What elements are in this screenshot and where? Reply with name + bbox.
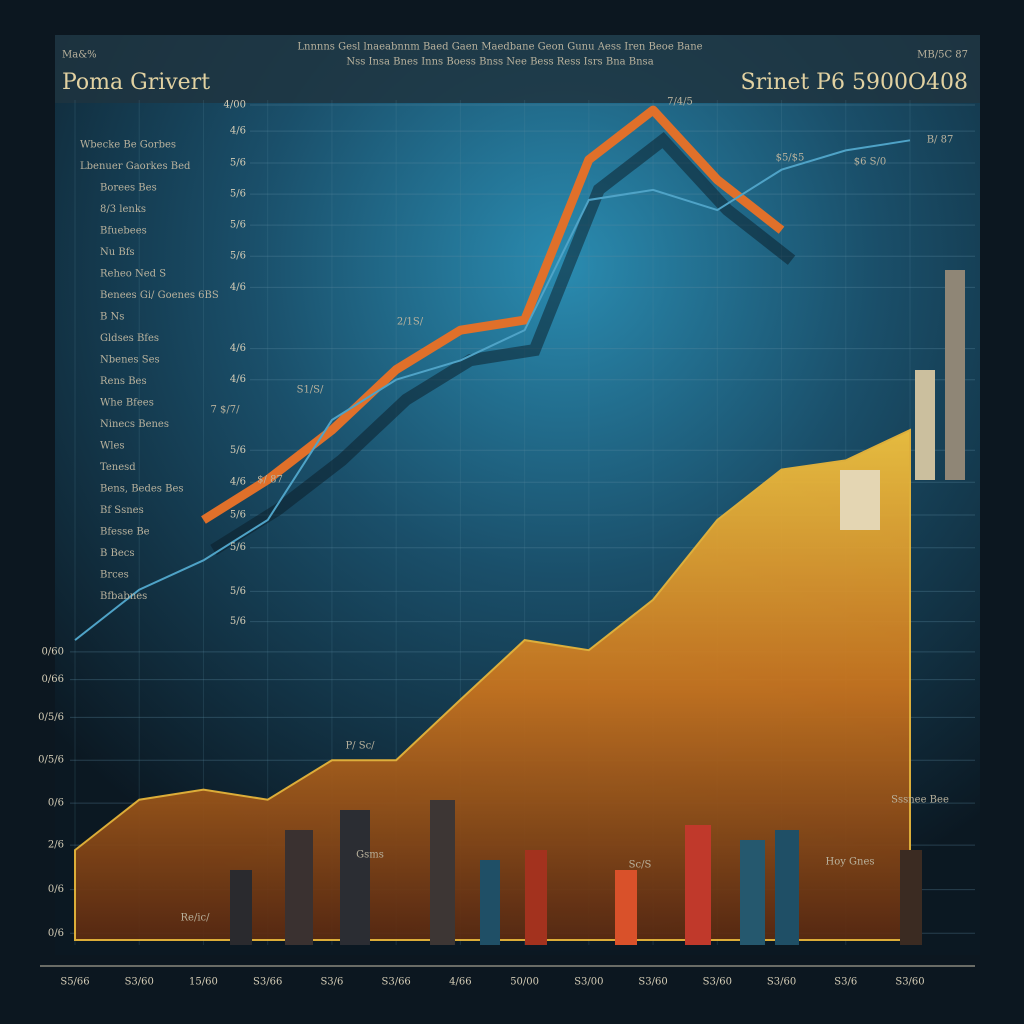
legend-text: Reheo Ned S: [100, 269, 166, 280]
y-tick-label: 0/6: [48, 928, 64, 939]
legend-text: Brces: [100, 570, 129, 581]
legend-text: Bf Ssnes: [100, 505, 144, 516]
legend-text: Wles: [100, 441, 125, 452]
legend-text: Ninecs Benes: [100, 419, 169, 430]
x-tick-label: S3/60: [125, 977, 154, 988]
y-tick-label: 5/6: [230, 158, 246, 169]
legend-text: Bfbabnes: [100, 591, 147, 602]
y-tick-label: 4/6: [230, 126, 246, 137]
y-tick-label: 5/6: [230, 445, 246, 456]
legend-text: Wbecke Be Gorbes: [80, 140, 176, 151]
y-tick-label: 4/6: [230, 282, 246, 293]
header-bar: [55, 35, 980, 103]
header-right-small: MB/5C 87: [917, 50, 968, 61]
annotation: Hoy Gnes: [825, 857, 874, 868]
annotation: $/ 87: [257, 475, 283, 486]
legend-text: 8/3 lenks: [100, 204, 146, 215]
x-tick-label: 50/00: [510, 977, 539, 988]
area: [74, 428, 911, 941]
x-tick-label: S3/66: [253, 977, 282, 988]
header-center-line: Nss Insa Bnes Inns Boess Bnss Nee Bess R…: [346, 57, 653, 68]
annotation: Gsms: [356, 850, 384, 861]
legend-text: Tenesd: [100, 462, 136, 473]
legend-text: Nbenes Ses: [100, 355, 160, 366]
legend-text: Bfesse Be: [100, 527, 150, 538]
y-tick-label: 0/60: [42, 646, 64, 657]
header-left-small: Ma&%: [62, 50, 97, 61]
annotation: $5/$5: [776, 153, 805, 164]
y-tick-label: 5/6: [230, 586, 246, 597]
annotation: 2/1S/: [397, 317, 424, 328]
y-tick-label: 5/6: [230, 509, 246, 520]
y-tick-label: 5/6: [230, 220, 246, 231]
ribbon-shadow: [210, 131, 796, 556]
y-tick-label: 2/6: [48, 840, 64, 851]
x-tick-label: S3/60: [895, 977, 924, 988]
x-tick-label: S5/66: [60, 977, 89, 988]
annotation: Sc/S: [629, 860, 652, 871]
y-tick-label: 5/6: [230, 616, 246, 627]
annotation: $6 S/0: [854, 157, 887, 168]
line: [74, 139, 911, 641]
y-tick-label: 4/00: [224, 100, 246, 111]
labels: 0/6 0/6 2/6 0/6 0/5/6 0/5/6 0/66 0/60 5/6 5/6 5/6 5…: [38, 97, 953, 988]
y-tick-label: 4/6: [230, 374, 246, 385]
x-tick-label: 4/66: [449, 977, 471, 988]
header-center-line: Lnnnns Gesl lnaeabnnm Baed Gaen Maedbane…: [297, 42, 702, 53]
y-tick-label: 0/6: [48, 798, 64, 809]
x-tick-label: S3/00: [574, 977, 603, 988]
legend-text: B Becs: [100, 548, 135, 559]
legend-text: Rens Bes: [100, 376, 147, 387]
annotation: 7 $/7/: [210, 405, 240, 416]
y-tick-label: 4/6: [230, 477, 246, 488]
y-tick-label: 0/66: [42, 674, 64, 685]
y-tick-label: 5/6: [230, 189, 246, 200]
legend-text: Borees Bes: [100, 183, 157, 194]
buildings: [230, 270, 965, 945]
x-tick-label: S3/6: [320, 977, 343, 988]
legend-text: Gldses Bfes: [100, 333, 159, 344]
x-tick-label: 15/60: [189, 977, 218, 988]
x-tick-label: S3/66: [381, 977, 410, 988]
legend-text: Bfuebees: [100, 226, 147, 237]
x-tick-label: S3/60: [767, 977, 796, 988]
header-left-title: Poma Grivert: [62, 70, 210, 95]
y-tick-label: 5/6: [230, 251, 246, 262]
legend-text: Lbenuer Gaorkes Bed: [80, 161, 191, 172]
annotation: S1/S/: [297, 385, 324, 396]
y-tick-label: 0/5/6: [38, 755, 64, 766]
legend-text: Bens, Bedes Bes: [100, 484, 184, 495]
legend-text: Nu Bfs: [100, 247, 135, 258]
y-tick-label: 5/6: [230, 542, 246, 553]
annotation: B/ 87: [927, 135, 954, 146]
x-tick-label: S3/60: [638, 977, 667, 988]
header-right-title: Srinet P6 5900O408: [741, 70, 968, 95]
legend-text: Benees Gi/ Goenes 6BS: [100, 290, 219, 301]
y-tick-label: 0/5/6: [38, 712, 64, 723]
ribbon-line: [201, 105, 785, 524]
y-tick-label: 4/6: [230, 343, 246, 354]
legend-text: B Ns: [100, 312, 124, 323]
annotation: 7/4/5: [667, 97, 693, 108]
annotation: Re/ic/: [181, 913, 211, 924]
x-tick-label: S3/60: [703, 977, 732, 988]
legend-text: Whe Bfees: [100, 398, 154, 409]
annotation: P/ Sc/: [345, 741, 375, 752]
y-tick-label: 0/6: [48, 884, 64, 895]
annotation: Sssnee Bee: [891, 795, 949, 806]
marks: [74, 105, 911, 941]
x-tick-label: S3/6: [834, 977, 857, 988]
